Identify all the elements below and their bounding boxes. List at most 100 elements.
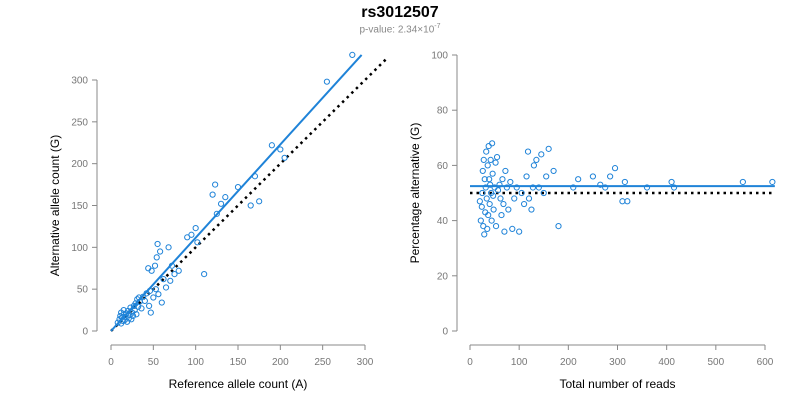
left-y-tick-label: 50 [77, 285, 89, 296]
right-x-axis-title: Total number of reads [559, 377, 675, 391]
right-data-point [602, 184, 609, 191]
left-data-point [222, 194, 229, 201]
right-data-point [502, 167, 509, 175]
left-data-point [323, 78, 330, 85]
right-data-point [739, 178, 746, 186]
left-x-axis-title: Reference allele count (A) [169, 377, 308, 391]
right-data-point [485, 142, 492, 150]
right-data-point [668, 178, 675, 186]
left-data-point [147, 309, 154, 316]
left-y-tick-label: 300 [71, 76, 88, 87]
left-x-tick-label: 300 [357, 357, 374, 368]
left-data-point [188, 231, 195, 238]
chart-title: rs3012507 [361, 4, 439, 21]
right-data-point [550, 167, 557, 175]
left-data-point [281, 154, 288, 161]
right-scatter-plot: 0 20 40 60 80 100 0 100 200 300 400 500 600 Total num… [408, 51, 776, 391]
left-data-point [150, 294, 157, 301]
left-x-tick-label: 200 [272, 357, 289, 368]
right-data-point [621, 178, 628, 186]
right-data-point [525, 195, 533, 202]
right-data-point [518, 189, 525, 197]
right-x-tick-label: 0 [467, 357, 473, 368]
right-data-point [489, 140, 496, 147]
right-data-point [670, 184, 678, 191]
right-data-point [540, 189, 547, 197]
left-fit-line [110, 54, 363, 332]
left-scatter-plot: 0 50 100 150 200 250 300 0 50 100 150 200 250 300 Refe… [48, 51, 388, 391]
right-x-tick-label: 400 [658, 357, 675, 368]
left-data-point [153, 254, 160, 261]
right-data-point [487, 181, 494, 188]
right-data-point [482, 184, 489, 191]
left-data-point [157, 248, 164, 255]
left-data-point [162, 284, 170, 291]
right-data-point [483, 195, 490, 202]
left-x-tick-label: 150 [230, 357, 247, 368]
left-data-point [165, 244, 172, 251]
left-y-tick-label: 100 [71, 243, 88, 254]
left-data-point [192, 224, 199, 232]
right-data-point [555, 223, 562, 230]
right-data-point [529, 184, 537, 191]
left-data-point [128, 316, 135, 323]
left-data-point [141, 297, 148, 304]
right-y-tick-label: 20 [437, 271, 449, 282]
right-data-point [589, 173, 597, 180]
right-data-point [499, 176, 506, 183]
left-x-tick-label: 50 [148, 357, 160, 368]
right-data-point [490, 192, 497, 199]
left-data-point [154, 240, 161, 248]
right-data-point [484, 162, 491, 169]
right-data-point [511, 195, 518, 202]
left-x-tick-label: 100 [187, 357, 204, 368]
left-data-point [171, 271, 178, 278]
right-data-point [545, 145, 552, 152]
left-data-point [160, 276, 167, 283]
right-data-point [535, 184, 542, 191]
left-x-tick-label: 0 [108, 357, 114, 368]
right-data-point [509, 225, 516, 232]
right-data-point [476, 198, 483, 205]
right-data-point [492, 223, 500, 230]
right-y-axis-title: Percentage alternative (G) [408, 123, 422, 264]
right-data-point [503, 184, 510, 191]
left-data-point [133, 311, 140, 318]
left-data-point [155, 291, 162, 298]
right-data-point [483, 148, 490, 155]
right-x-tick-label: 200 [560, 357, 577, 368]
right-data-point [538, 151, 545, 158]
right-y-tick-label: 100 [431, 51, 448, 62]
left-data-point [129, 312, 137, 320]
left-data-point [138, 305, 145, 312]
right-data-point [484, 225, 491, 232]
right-data-point [505, 206, 512, 213]
right-data-point [513, 184, 520, 191]
right-data-point [520, 200, 528, 208]
left-data-point [277, 146, 284, 153]
right-data-point [485, 211, 492, 219]
right-data-point [498, 211, 505, 219]
right-data-point [488, 217, 495, 224]
left-data-point [194, 239, 201, 246]
right-data-point [769, 178, 776, 186]
right-data-point [624, 198, 631, 205]
right-x-tick-label: 500 [707, 357, 724, 368]
right-data-point [487, 156, 494, 163]
right-data-point [607, 173, 614, 180]
left-data-point [175, 267, 182, 274]
left-data-point [158, 299, 165, 306]
left-data-point [146, 302, 153, 309]
right-data-point [530, 162, 538, 169]
left-data-point [201, 271, 208, 278]
right-data-point [516, 228, 523, 235]
right-y-tick-label: 80 [437, 106, 449, 117]
left-data-point [212, 181, 219, 188]
left-data-point [268, 142, 275, 149]
right-data-point [524, 148, 532, 155]
right-data-point [497, 195, 504, 202]
right-data-point [528, 206, 535, 213]
right-data-point [611, 165, 619, 172]
right-data-point [643, 184, 651, 191]
